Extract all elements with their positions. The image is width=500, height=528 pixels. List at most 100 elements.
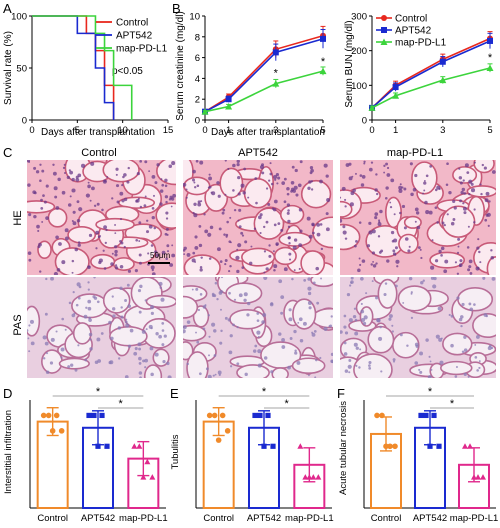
tissue-nucleus: [315, 266, 320, 271]
tissue-tubule: [271, 367, 289, 378]
tissue-nucleus: [288, 258, 292, 261]
tissue-nucleus: [292, 245, 297, 250]
tissue-nucleus: [283, 177, 287, 181]
tissue-nucleus: [469, 272, 473, 275]
tissue-nucleus: [423, 181, 427, 185]
tissue-nucleus: [439, 360, 444, 365]
interstitial-data-point: [91, 412, 97, 419]
tissue-nucleus: [72, 210, 76, 214]
creatinine-y-tick-label: 2: [195, 95, 200, 106]
tissue-tubule: [279, 204, 305, 225]
tissue-nucleus: [129, 328, 134, 333]
tissue-nucleus: [71, 177, 75, 182]
tissue-nucleus: [142, 359, 145, 363]
tissue-nucleus: [385, 162, 389, 166]
tissue-nucleus: [198, 224, 202, 228]
tissue-nucleus: [218, 227, 222, 231]
tissue-nucleus: [77, 296, 81, 300]
survival-legend-label: APT542: [116, 31, 153, 42]
tissue-nucleus: [76, 282, 81, 287]
tissue-nucleus: [127, 344, 132, 348]
tissue-nucleus: [298, 317, 303, 322]
tissue-nucleus: [45, 277, 48, 281]
bun-x-tick-label: 0: [369, 125, 374, 136]
tissue-nucleus: [69, 170, 74, 175]
tissue-nucleus: [89, 347, 93, 351]
tissue-nucleus: [213, 354, 217, 357]
tissue-nucleus: [204, 229, 209, 234]
tissue-nucleus: [225, 235, 228, 238]
tissue-nucleus: [117, 326, 121, 330]
tissue-nucleus: [120, 306, 123, 309]
tissue-nucleus: [185, 196, 188, 199]
tissue-nucleus: [171, 161, 176, 166]
tissue-nucleus: [323, 326, 328, 331]
tissue-nucleus: [349, 284, 352, 287]
bun-y-tick-label: 200: [351, 46, 367, 57]
tissue-nucleus: [120, 315, 124, 319]
tissue-nucleus: [350, 191, 355, 196]
survival-series-line: [32, 15, 115, 120]
histology-col-apt542: APT542: [238, 147, 278, 159]
tissue-nucleus: [216, 181, 220, 185]
tissue-nucleus: [419, 370, 423, 374]
micrograph-pas-apt542: [183, 277, 333, 378]
tissue-nucleus: [414, 173, 418, 178]
tissue-nucleus: [217, 194, 221, 198]
tissue-nucleus: [389, 314, 393, 318]
tissue-nucleus: [466, 246, 470, 249]
tissue-nucleus: [192, 169, 196, 174]
tissue-nucleus: [148, 224, 153, 229]
survival-x-tick-label: 5: [75, 125, 80, 136]
tissue-nucleus: [268, 244, 271, 247]
tissue-nucleus: [191, 288, 194, 291]
tissue-nucleus: [102, 179, 107, 184]
tissue-nucleus: [214, 373, 217, 376]
tissue-nucleus: [483, 166, 487, 170]
tissue-nucleus: [232, 189, 235, 192]
tissue-nucleus: [436, 185, 441, 190]
tissue-nucleus: [444, 259, 449, 264]
creatinine-series-line: [204, 34, 324, 113]
tissue-nucleus: [193, 202, 197, 206]
tissue-nucleus: [415, 211, 420, 215]
tissue-nucleus: [293, 238, 298, 242]
tissue-nucleus: [330, 352, 333, 357]
interstitial-data-point: [58, 428, 65, 434]
micrograph-he-apt542: [183, 160, 333, 275]
tissue-nucleus: [125, 318, 128, 321]
tissue-nucleus: [138, 261, 142, 265]
atn-data-point: [427, 443, 433, 449]
survival-x-tick-label: 15: [163, 125, 174, 136]
tissue-nucleus: [197, 202, 202, 207]
tissue-nucleus: [463, 348, 468, 352]
bun-y-label: Serum BUN (mg/dl): [344, 20, 355, 107]
tissue-nucleus: [193, 213, 198, 218]
panel-label-E: E: [170, 386, 179, 401]
tissue-nucleus: [386, 259, 390, 263]
bun-legend-marker: [381, 27, 387, 33]
tissue-nucleus: [390, 178, 395, 183]
tissue-nucleus: [361, 175, 366, 179]
tissue-nucleus: [434, 188, 438, 192]
histology-panel: Control APT542 map-PD-L1 HE PAS: [12, 147, 443, 336]
bun-x-tick-label: 5: [487, 125, 492, 136]
tissue-nucleus: [108, 320, 112, 325]
survival-y-label: Survival rate (%): [3, 31, 14, 105]
tissue-nucleus: [143, 204, 147, 207]
creatinine-x-tick-label: 5: [320, 125, 325, 136]
tissue-nucleus: [459, 259, 463, 263]
tissue-nucleus: [440, 337, 443, 340]
tissue-nucleus: [490, 249, 493, 252]
tissue-nucleus: [240, 183, 245, 188]
tissue-nucleus: [482, 277, 486, 280]
tissue-tubule: [452, 166, 478, 184]
creatinine-x-tick-label: 0: [202, 125, 207, 136]
tissue-nucleus: [479, 261, 482, 264]
tissue-nucleus: [287, 365, 291, 370]
tissue-nucleus: [220, 329, 223, 333]
tissue-nucleus: [109, 360, 114, 365]
atn-data-point: [467, 443, 473, 449]
micrograph-texture: [183, 277, 333, 378]
tubulitis-data-point: [310, 474, 317, 480]
